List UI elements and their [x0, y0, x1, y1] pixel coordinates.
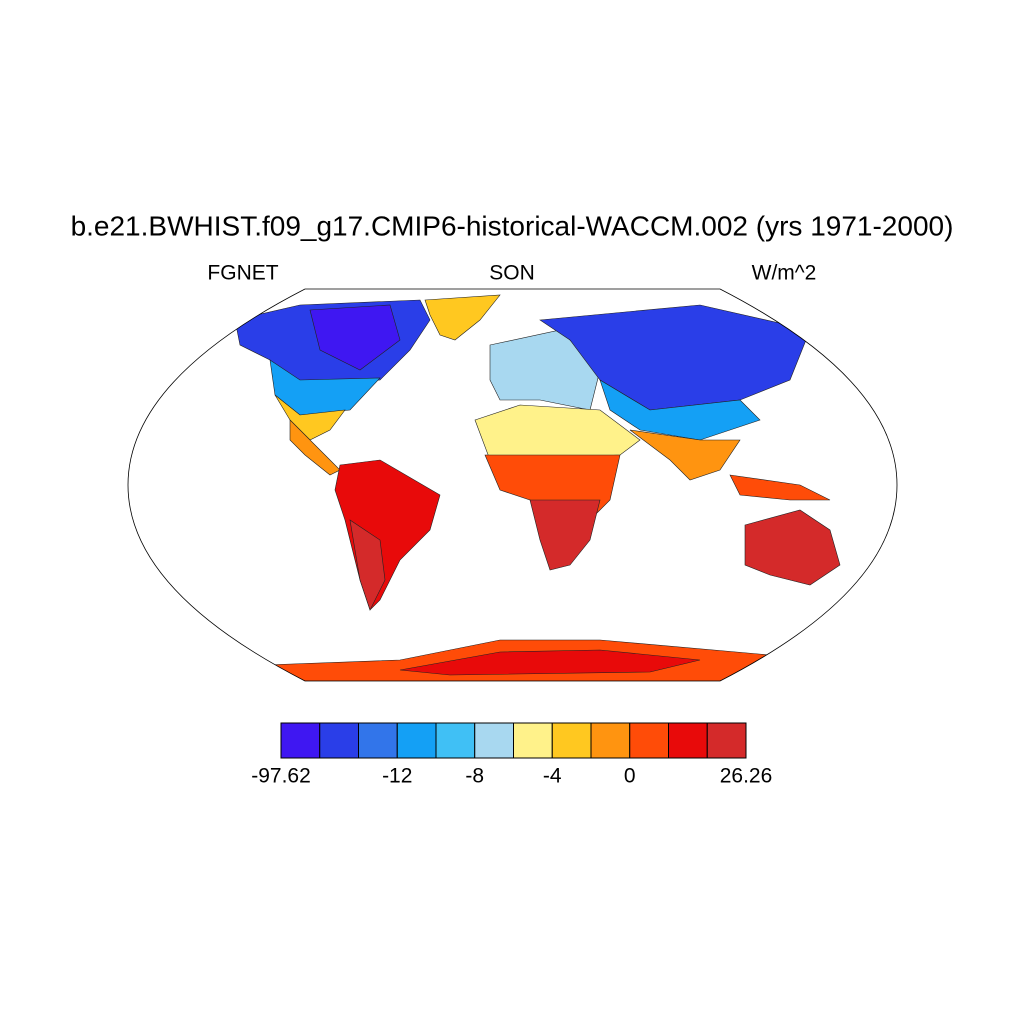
colorbar-label: -4	[543, 765, 562, 788]
land-region	[399, 649, 701, 676]
land-region	[529, 499, 601, 571]
colorbar-box	[706, 722, 747, 759]
land-region	[744, 509, 841, 586]
colorbar-box	[319, 722, 359, 759]
colorbar-box	[629, 722, 669, 759]
colorbar-label: -8	[465, 765, 484, 788]
right-label: W/m^2	[752, 262, 817, 285]
colorbar-label: 0	[624, 765, 636, 788]
map	[234, 294, 841, 681]
center-label: SON	[489, 262, 535, 285]
colorbar-label: -97.62	[251, 765, 311, 788]
land-region	[599, 379, 761, 441]
chart-title: b.e21.BWHIST.f09_g17.CMIP6-historical-WA…	[71, 210, 954, 241]
land-region	[289, 419, 341, 476]
colorbar-box	[435, 722, 476, 759]
colorbar-box	[668, 722, 708, 759]
land-region	[629, 429, 741, 481]
colorbar-box	[590, 722, 631, 759]
colorbar-box	[513, 722, 553, 759]
land-region	[309, 304, 401, 371]
colorbar-box	[396, 722, 437, 759]
colorbar-box	[474, 722, 514, 759]
colorbar-box	[551, 722, 592, 759]
colorbar-label: -12	[382, 765, 412, 788]
colorbar: -97.62 -12 -8 -4 0 26.26	[251, 722, 773, 788]
left-label: FGNET	[207, 262, 278, 285]
colorbar-box	[358, 722, 398, 759]
land-region	[729, 474, 831, 501]
map-outline	[127, 288, 898, 682]
land-region	[349, 519, 386, 611]
land-region	[424, 294, 501, 341]
land-region	[334, 459, 441, 611]
colorbar-box	[280, 722, 321, 759]
colorbar-label: 26.26	[720, 765, 773, 788]
